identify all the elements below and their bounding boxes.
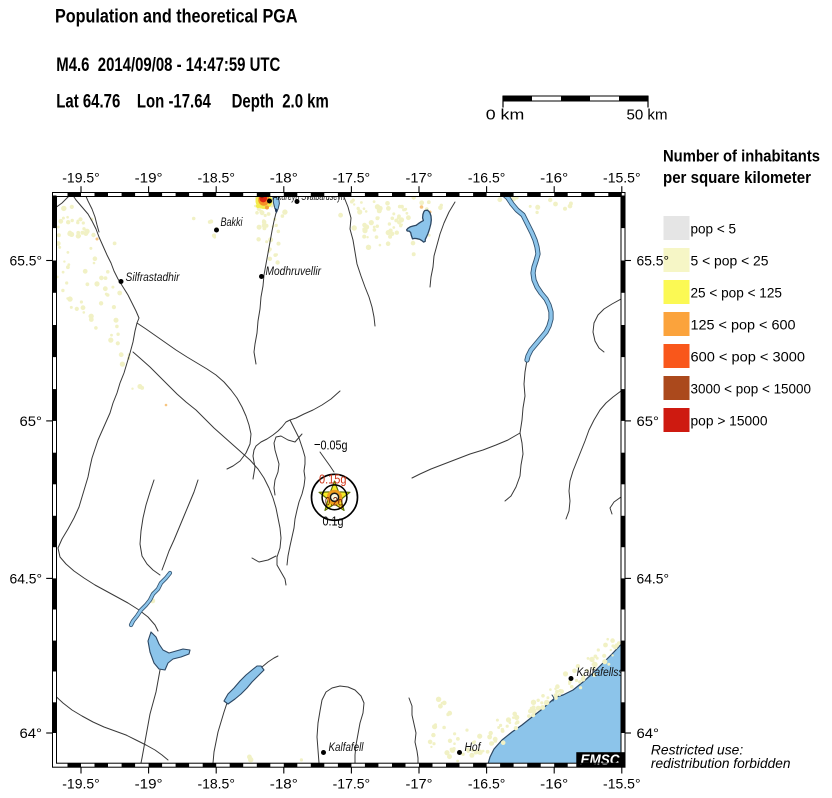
svg-text:-18.5°: -18.5° <box>197 776 235 792</box>
svg-text:65°: 65° <box>20 413 43 429</box>
svg-text:64°: 64° <box>637 725 660 741</box>
svg-text:-16.5°: -16.5° <box>468 170 506 186</box>
svg-text:-16.5°: -16.5° <box>468 776 506 792</box>
svg-text:-17°: -17° <box>406 776 433 792</box>
svg-text:-16°: -16° <box>540 170 568 186</box>
svg-text:50 km: 50 km <box>627 107 668 124</box>
svg-text:64.5°: 64.5° <box>10 570 43 586</box>
svg-text:pop > 15000: pop > 15000 <box>691 414 768 430</box>
svg-text:0.05g: 0.05g <box>321 438 348 453</box>
svg-text:65°: 65° <box>637 413 660 429</box>
svg-text:Bakki: Bakki <box>221 217 243 229</box>
svg-text:Akureyri Svalbardseyri: Akureyri Svalbardseyri <box>272 191 345 203</box>
svg-text:Population and theoretical PGA: Population and theoretical PGA <box>55 5 298 27</box>
svg-text:-18°: -18° <box>270 170 298 186</box>
svg-text:-16°: -16° <box>540 776 568 792</box>
svg-text:65.5°: 65.5° <box>637 253 670 269</box>
svg-text:-15.5°: -15.5° <box>603 776 641 792</box>
svg-text:Lat 64.76 Lon -17.64 De: Lat 64.76 Lon -17.64 Depth 2.0 km <box>56 91 329 113</box>
svg-text:-19.5°: -19.5° <box>62 776 100 792</box>
svg-text:pop < 5: pop < 5 <box>691 222 737 238</box>
svg-text:Number of inhabitants: Number of inhabitants <box>663 147 820 166</box>
svg-text:-19°: -19° <box>135 170 163 186</box>
svg-text:M4.6 2014/09/08 - 14:47:59 UT: M4.6 2014/09/08 - 14:47:59 UTC <box>56 54 280 76</box>
svg-text:0.2g: 0.2g <box>325 497 343 509</box>
svg-text:0.1g: 0.1g <box>323 514 344 529</box>
svg-text:-19.5°: -19.5° <box>62 170 100 186</box>
svg-text:Restricted use:: Restricted use: <box>651 742 743 758</box>
svg-text:Kalfafellsst: Kalfafellsst <box>577 667 628 679</box>
svg-text:-17.5°: -17.5° <box>333 170 371 186</box>
svg-text:0.15g: 0.15g <box>319 473 347 487</box>
svg-text:redistribution forbidden: redistribution forbidden <box>651 755 791 771</box>
svg-text:Kalfafell: Kalfafell <box>329 742 364 754</box>
svg-text:per square kilometer: per square kilometer <box>663 168 811 187</box>
svg-text:0 km: 0 km <box>486 107 525 124</box>
svg-text:-15.5°: -15.5° <box>603 170 641 186</box>
svg-text:600 < pop < 3000: 600 < pop < 3000 <box>691 350 806 366</box>
svg-text:25 < pop < 125: 25 < pop < 125 <box>691 286 783 302</box>
svg-text:125 < pop < 600: 125 < pop < 600 <box>691 318 796 334</box>
svg-text:-18°: -18° <box>270 776 298 792</box>
svg-text:5 < pop < 25: 5 < pop < 25 <box>691 254 769 270</box>
svg-text:-17°: -17° <box>406 170 433 186</box>
svg-text:64.5°: 64.5° <box>637 570 670 586</box>
svg-text:65.5°: 65.5° <box>10 253 43 269</box>
svg-text:3000 < pop < 15000: 3000 < pop < 15000 <box>691 382 812 398</box>
svg-text:Silfrastadhir: Silfrastadhir <box>126 272 181 284</box>
svg-text:-18.5°: -18.5° <box>197 170 235 186</box>
svg-text:Hof: Hof <box>465 742 483 754</box>
svg-text:-19°: -19° <box>135 776 163 792</box>
svg-text:-17.5°: -17.5° <box>333 776 371 792</box>
svg-text:64°: 64° <box>20 725 43 741</box>
svg-text:Modhruvellir: Modhruvellir <box>266 266 323 278</box>
